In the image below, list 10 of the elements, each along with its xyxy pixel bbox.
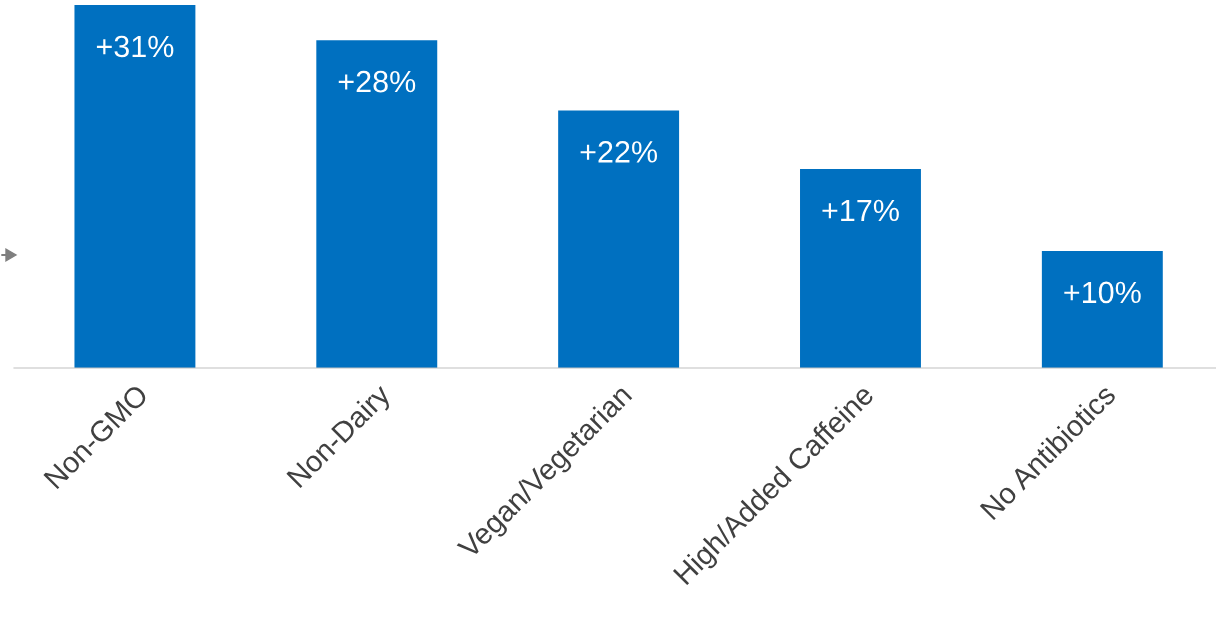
bar xyxy=(316,40,438,368)
bar xyxy=(74,5,196,368)
bar xyxy=(800,168,921,368)
data-label: +28% xyxy=(338,70,416,93)
data-label: +10% xyxy=(1064,281,1141,304)
bar xyxy=(558,110,680,368)
data-label: +31% xyxy=(96,35,174,58)
data-label: +17% xyxy=(822,199,899,222)
bar xyxy=(1041,250,1163,368)
data-label: +22% xyxy=(580,141,658,163)
